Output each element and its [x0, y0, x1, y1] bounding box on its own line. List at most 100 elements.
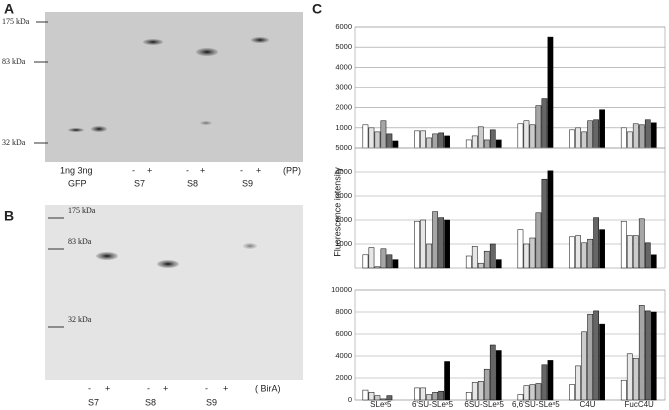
bar [444, 135, 450, 149]
band [200, 121, 212, 125]
bar [495, 139, 502, 149]
bar [477, 381, 484, 401]
treatment-label: (PP) [283, 165, 301, 175]
lane-label: - [132, 165, 135, 175]
bar [541, 178, 548, 269]
bar [581, 242, 587, 269]
bar [414, 130, 420, 149]
band [68, 128, 84, 132]
marker-label: 83 kDa [68, 237, 92, 246]
y-tick-label: 2000 [335, 103, 352, 112]
y-tick-label: 4000 [335, 62, 352, 71]
bar [632, 357, 639, 401]
bar [593, 119, 599, 149]
bar [620, 127, 627, 149]
y-tick-label: 3000 [335, 191, 352, 200]
plot-area [354, 147, 666, 269]
bar [626, 235, 633, 269]
bar [438, 390, 444, 401]
bar [374, 131, 381, 149]
treatment-label: ( BirA) [255, 383, 281, 393]
y-tick-label: 5000 [335, 143, 352, 152]
bar [438, 132, 444, 149]
x-tick-label: SLeˣ5 [370, 400, 392, 409]
bar [432, 392, 438, 401]
bar [650, 122, 657, 149]
bar [593, 310, 599, 401]
bar [638, 305, 645, 401]
y-tick-label: 0 [348, 395, 352, 404]
y-tick-label: 2000 [335, 373, 352, 382]
bar [438, 217, 444, 269]
bar [420, 130, 426, 149]
bar [392, 259, 399, 269]
y-axis-label: Fluorescence intensity [332, 167, 342, 257]
bar [362, 389, 369, 401]
lane-label: + [163, 383, 168, 393]
y-tick-label: 6000 [335, 329, 352, 338]
bar [392, 140, 399, 149]
bar [374, 395, 381, 401]
bar [362, 124, 369, 149]
bar [541, 364, 548, 401]
band [196, 48, 218, 56]
bar [471, 135, 478, 149]
band [243, 243, 257, 249]
group-label: S9 [206, 397, 217, 407]
y-tick-label: 8000 [335, 307, 352, 316]
bar [650, 311, 657, 401]
bar [638, 218, 645, 269]
bar [529, 124, 536, 149]
bar [599, 323, 605, 401]
bar [432, 133, 438, 149]
marker-label: 175 kDa [68, 206, 96, 215]
bar [465, 139, 472, 149]
bar [368, 127, 375, 149]
bar [380, 120, 387, 149]
bar [465, 392, 472, 401]
band [157, 260, 179, 268]
bar [581, 131, 587, 149]
bar [547, 170, 554, 269]
bar [581, 331, 587, 401]
bar [471, 382, 478, 401]
bar [374, 266, 381, 269]
y-tick-label: 5000 [335, 42, 352, 51]
bar [495, 350, 502, 401]
bar [575, 365, 581, 401]
lane-label: + [256, 165, 261, 175]
bar [535, 383, 542, 401]
y-tick-label: 4000 [335, 167, 352, 176]
bar [575, 127, 581, 149]
blot [45, 12, 303, 162]
bar [644, 242, 651, 269]
lane-label: + [223, 383, 228, 393]
bar [489, 129, 496, 149]
group-label: GFP [68, 178, 87, 188]
bar [517, 123, 524, 149]
bar [523, 385, 530, 401]
x-tick-label: 6'SU-SLeˣ5 [412, 400, 454, 409]
lane-label: - [240, 165, 243, 175]
bar [626, 353, 633, 401]
marker-label: 32 kDa [68, 315, 92, 324]
panel-label: C [312, 1, 322, 17]
lane-label: + [147, 165, 152, 175]
bar [620, 379, 627, 401]
bar [368, 392, 375, 401]
bar [523, 243, 530, 269]
lane-label: + [105, 383, 110, 393]
bar [569, 236, 575, 269]
lane-label: - [147, 383, 150, 393]
bar [362, 254, 369, 269]
bar [444, 361, 450, 401]
group-label: S8 [187, 178, 198, 188]
bar [599, 229, 605, 269]
marker-label: 175 kDa [2, 17, 30, 26]
bar [386, 133, 393, 149]
y-tick-label: 1000 [335, 239, 352, 248]
group-label: S7 [88, 397, 99, 407]
bar [368, 247, 375, 269]
lane-label: 1ng 3ng [60, 165, 93, 175]
